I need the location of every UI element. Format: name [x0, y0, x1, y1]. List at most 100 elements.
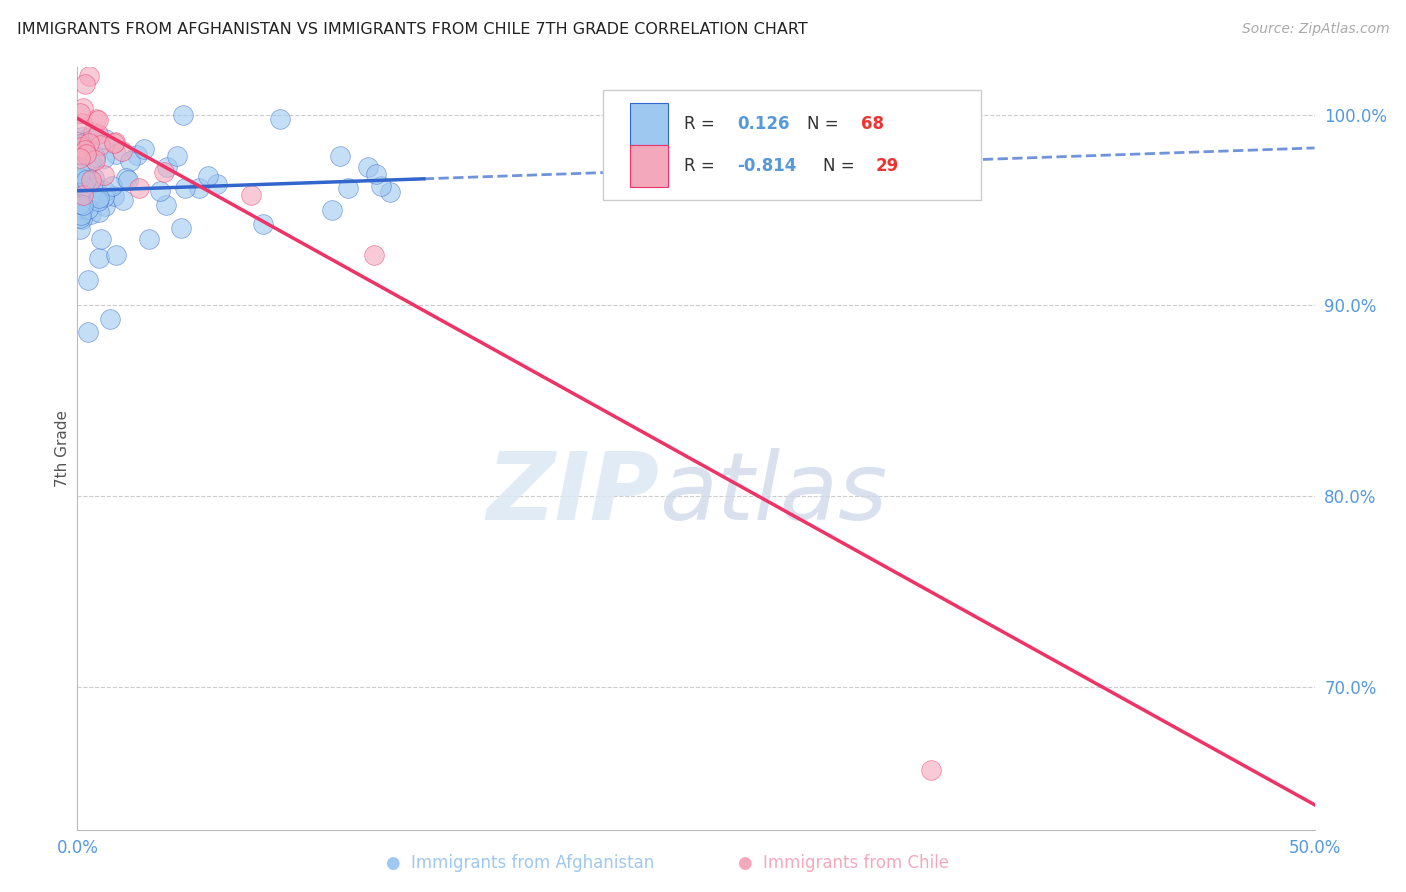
- Point: [73, 143, 96, 157]
- Point: [75, 78, 97, 92]
- Point: [120, 154, 142, 169]
- Point: [170, 221, 193, 235]
- Point: [77, 136, 100, 150]
- Text: ●  Immigrants from Chile: ● Immigrants from Chile: [738, 855, 949, 872]
- Point: [103, 136, 125, 151]
- Text: ●  Immigrants from Afghanistan: ● Immigrants from Afghanistan: [387, 855, 654, 872]
- Point: [70, 130, 93, 145]
- Point: [138, 231, 160, 245]
- Point: [69, 211, 91, 226]
- Text: IMMIGRANTS FROM AFGHANISTAN VS IMMIGRANTS FROM CHILE 7TH GRADE CORRELATION CHART: IMMIGRANTS FROM AFGHANISTAN VS IMMIGRANT…: [17, 22, 807, 37]
- Text: 29: 29: [876, 157, 898, 175]
- Point: [72, 101, 94, 115]
- Point: [72, 212, 94, 227]
- Point: [82, 125, 104, 139]
- Point: [69, 136, 91, 151]
- Point: [105, 147, 128, 161]
- Text: 68: 68: [860, 115, 883, 133]
- Text: 0.126: 0.126: [737, 115, 789, 133]
- Point: [90, 231, 112, 245]
- Point: [94, 184, 117, 198]
- Text: R =: R =: [683, 157, 720, 175]
- Point: [94, 132, 117, 146]
- Point: [84, 112, 107, 126]
- Point: [72, 202, 94, 216]
- Point: [93, 190, 115, 204]
- Point: [89, 191, 111, 205]
- Point: [69, 166, 91, 180]
- Point: [363, 248, 385, 262]
- Point: [80, 206, 103, 220]
- Point: [89, 137, 111, 152]
- Point: [155, 198, 177, 212]
- Point: [125, 148, 148, 162]
- Point: [128, 181, 150, 195]
- Point: [77, 171, 100, 186]
- Text: R =: R =: [683, 115, 720, 133]
- Point: [252, 218, 274, 232]
- Point: [87, 113, 110, 128]
- Point: [69, 147, 91, 161]
- Point: [77, 70, 100, 84]
- Point: [93, 151, 115, 165]
- Y-axis label: 7th Grade: 7th Grade: [55, 409, 70, 487]
- Point: [70, 140, 93, 154]
- Point: [84, 180, 107, 194]
- Text: N =: N =: [824, 157, 860, 175]
- Point: [207, 177, 229, 191]
- Point: [80, 155, 103, 169]
- Point: [69, 197, 91, 211]
- Text: N =: N =: [807, 115, 844, 133]
- Point: [239, 188, 262, 202]
- Point: [337, 181, 360, 195]
- Point: [100, 179, 122, 194]
- Text: -0.814: -0.814: [737, 157, 796, 175]
- Point: [166, 149, 188, 163]
- Point: [93, 168, 115, 182]
- Point: [83, 170, 105, 185]
- FancyBboxPatch shape: [630, 103, 668, 145]
- Point: [93, 199, 115, 213]
- Point: [72, 186, 94, 200]
- FancyBboxPatch shape: [630, 145, 668, 187]
- FancyBboxPatch shape: [603, 90, 980, 201]
- Point: [76, 130, 98, 145]
- Point: [153, 165, 176, 179]
- Point: [76, 273, 98, 287]
- Point: [86, 194, 108, 209]
- Point: [69, 106, 91, 120]
- Point: [89, 205, 111, 219]
- Point: [364, 168, 387, 182]
- Point: [321, 202, 343, 217]
- Point: [187, 180, 209, 194]
- Point: [70, 208, 93, 222]
- Point: [103, 189, 125, 203]
- Point: [72, 198, 94, 212]
- Point: [75, 173, 97, 187]
- Point: [104, 248, 127, 262]
- Point: [104, 135, 127, 149]
- Point: [72, 194, 94, 209]
- Point: [73, 180, 96, 194]
- Point: [72, 188, 94, 202]
- Point: [69, 171, 91, 186]
- Text: Source: ZipAtlas.com: Source: ZipAtlas.com: [1241, 22, 1389, 37]
- Point: [329, 149, 352, 163]
- Text: atlas: atlas: [659, 449, 887, 540]
- Point: [69, 172, 91, 186]
- Point: [197, 169, 219, 183]
- Point: [111, 144, 134, 158]
- Point: [77, 202, 100, 216]
- Point: [269, 112, 291, 127]
- Point: [378, 185, 401, 199]
- Point: [172, 107, 194, 121]
- Point: [111, 193, 134, 207]
- Point: [156, 160, 179, 174]
- Point: [70, 116, 93, 130]
- Point: [79, 172, 101, 186]
- Point: [84, 153, 107, 167]
- Point: [75, 146, 97, 161]
- Point: [73, 136, 96, 151]
- Point: [72, 149, 94, 163]
- Point: [115, 170, 138, 185]
